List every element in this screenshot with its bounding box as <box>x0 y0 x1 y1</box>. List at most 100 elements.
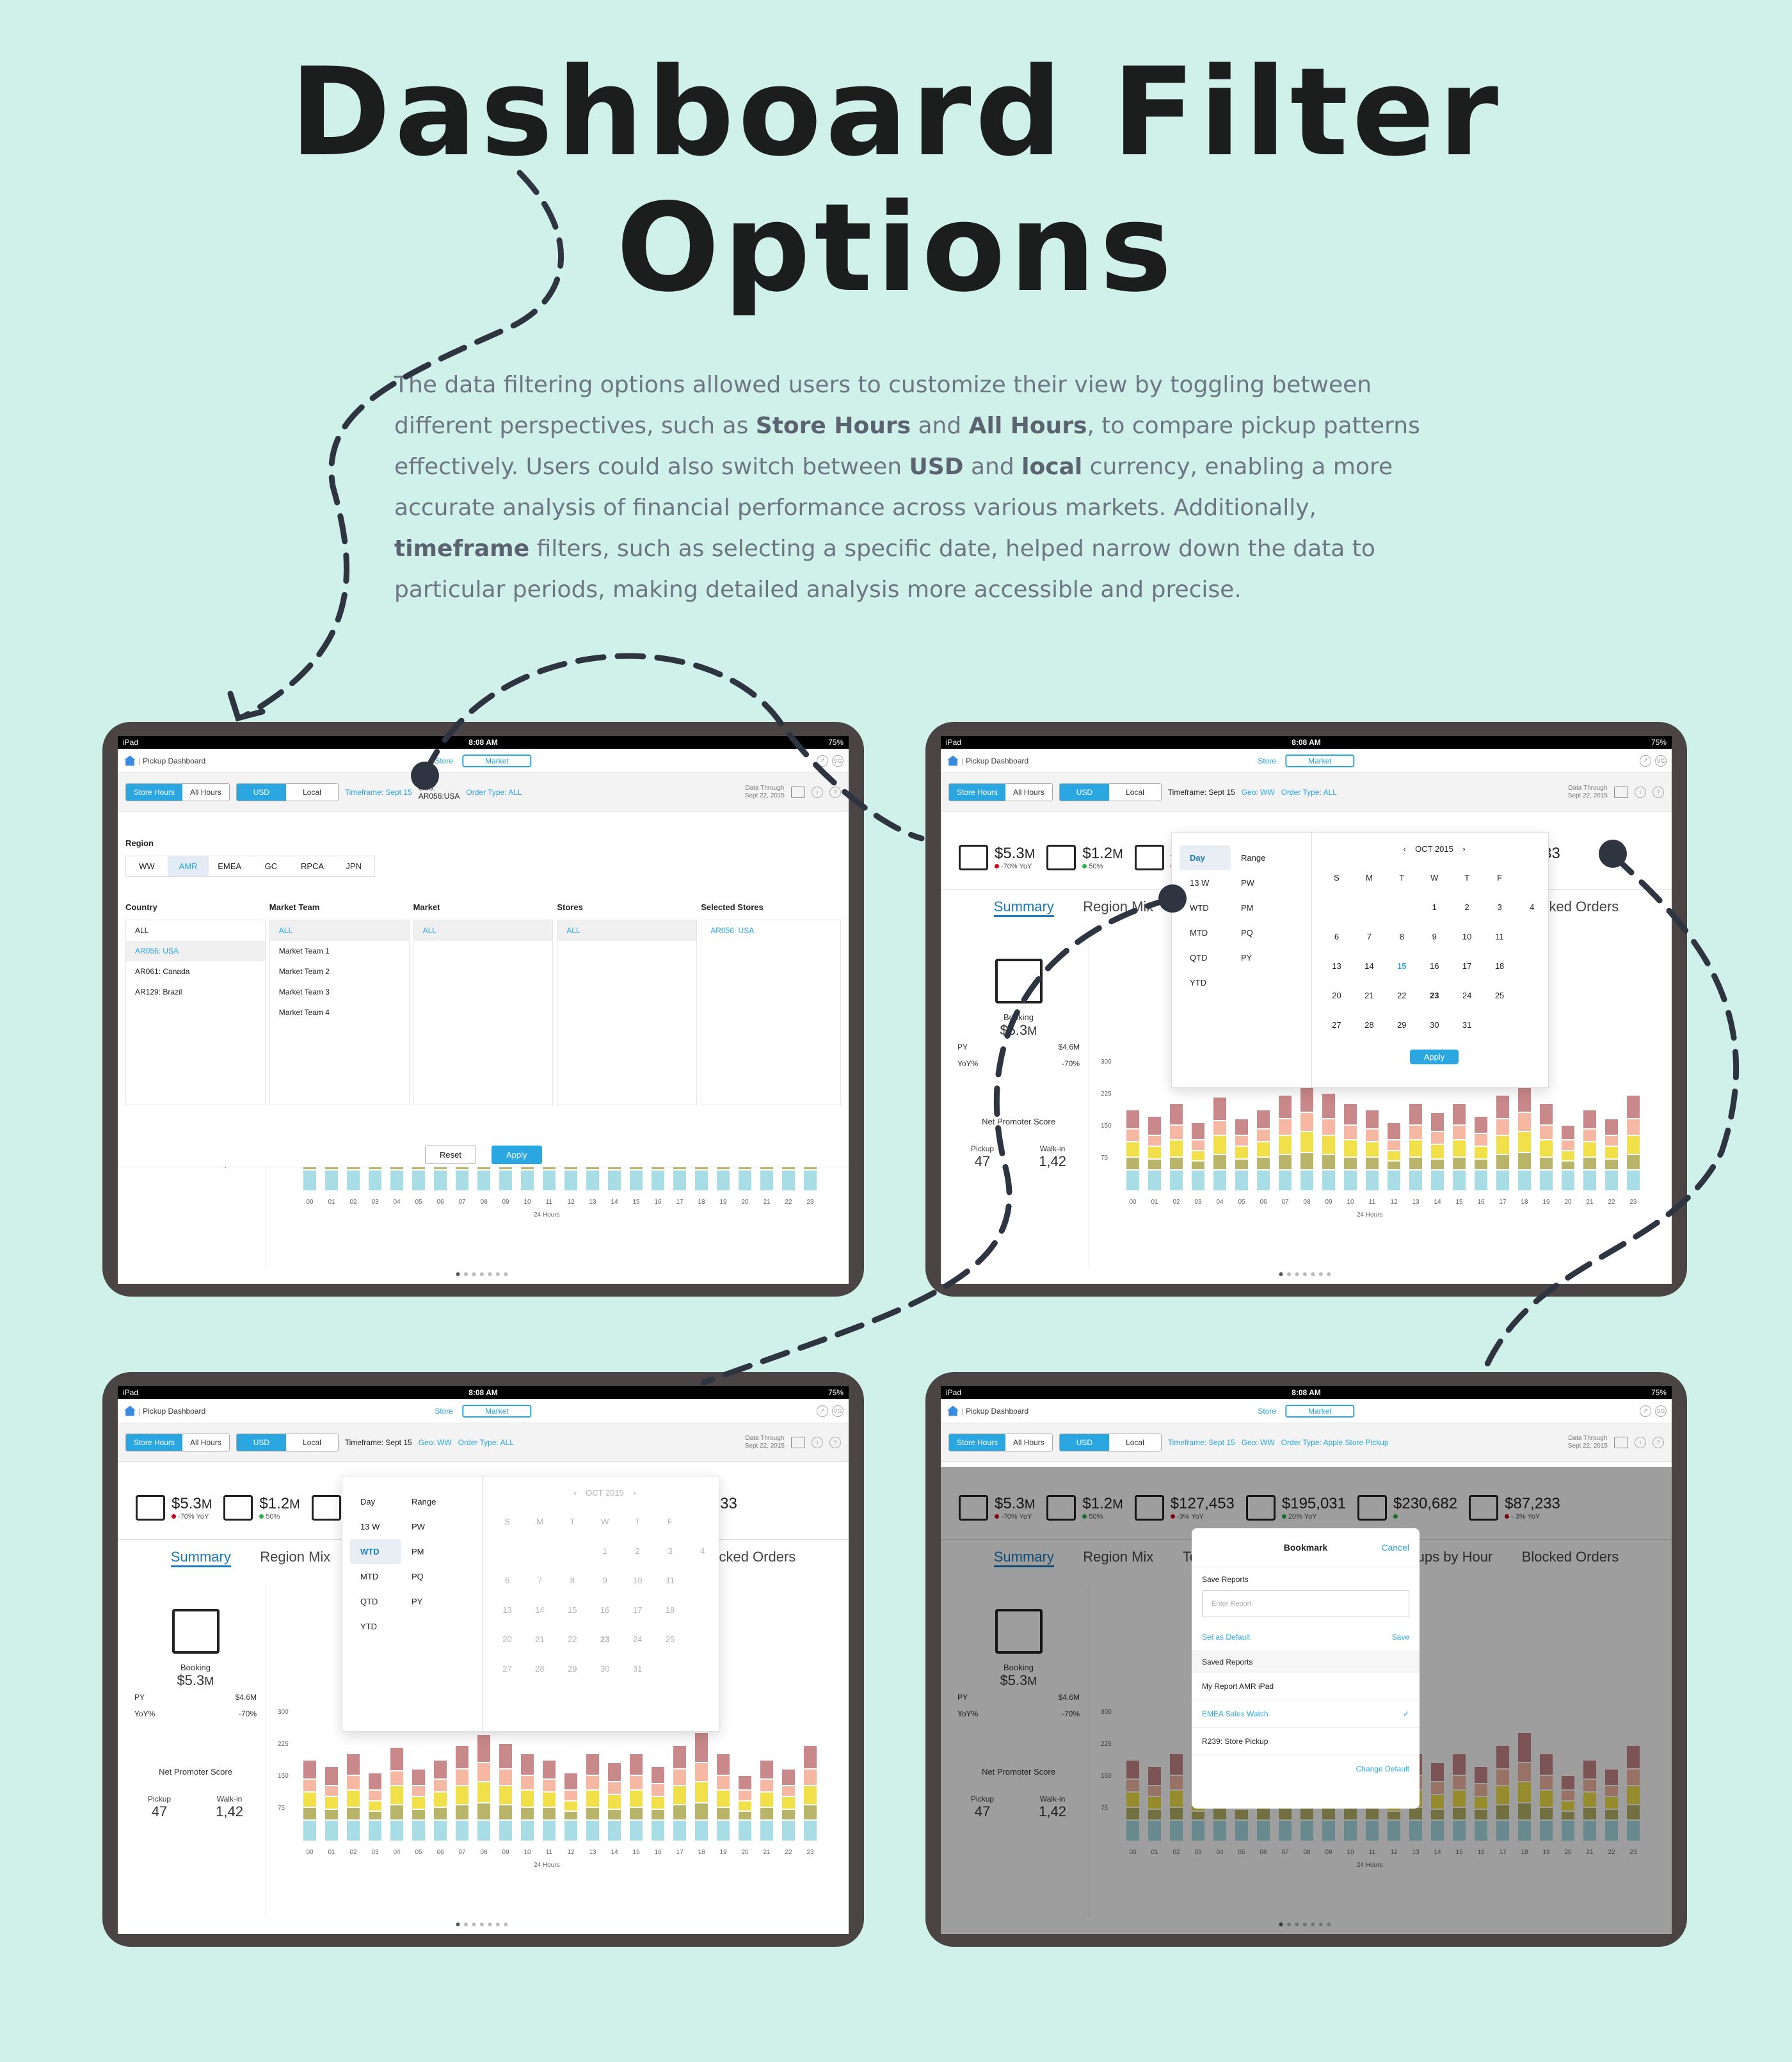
local-button[interactable]: Local <box>286 1434 338 1451</box>
calendar-day[interactable]: 14 <box>1364 961 1374 971</box>
calendar-day[interactable]: 7 <box>1366 931 1372 941</box>
bar-segment[interactable] <box>1627 1786 1640 1805</box>
bar-segment[interactable] <box>586 1775 599 1789</box>
region-option[interactable]: JPN <box>346 861 362 871</box>
bar-segment[interactable] <box>325 1810 338 1819</box>
bar-segment[interactable] <box>782 1797 795 1809</box>
bar-segment[interactable] <box>1257 1820 1270 1841</box>
bar-segment[interactable] <box>1279 1170 1292 1190</box>
bar-segment[interactable] <box>564 1812 577 1819</box>
bar-segment[interactable] <box>543 1761 556 1779</box>
timeframe-option[interactable]: PW <box>1241 878 1254 888</box>
bar-segment[interactable] <box>804 1769 817 1786</box>
save-button[interactable]: Save <box>1391 1633 1409 1642</box>
bar-segment[interactable] <box>1475 1810 1487 1819</box>
calendar-day[interactable] <box>491 1536 524 1565</box>
calendar-day[interactable]: 6 <box>1334 931 1340 941</box>
bar-segment[interactable] <box>1627 1170 1640 1190</box>
bar-segment[interactable] <box>1627 1746 1640 1768</box>
bar-segment[interactable] <box>586 1807 599 1819</box>
bar-segment[interactable] <box>477 1762 490 1781</box>
calendar-day[interactable]: 1 <box>1432 902 1437 912</box>
bar-segment[interactable] <box>1605 1170 1618 1190</box>
timeframe-option[interactable]: PM <box>1241 903 1254 913</box>
bar-segment[interactable] <box>1366 1130 1379 1142</box>
timeframe-filter[interactable]: Timeframe: Sept 15 <box>344 1437 412 1447</box>
all-hours-button[interactable]: All Hours <box>182 1434 229 1451</box>
bar-segment[interactable] <box>1322 1136 1335 1155</box>
bar-segment[interactable] <box>1213 1155 1226 1169</box>
calendar-day[interactable]: 22 <box>568 1634 577 1644</box>
bar-segment[interactable] <box>434 1761 447 1779</box>
bar-segment[interactable] <box>1496 1769 1509 1786</box>
hours-toggle[interactable]: Store Hours All Hours <box>948 1433 1053 1451</box>
bar-segment[interactable] <box>586 1791 599 1807</box>
info-icon[interactable]: i <box>812 786 823 798</box>
page-dots[interactable]: ●●●●●●● <box>1278 1268 1334 1279</box>
bar-segment[interactable] <box>608 1782 621 1794</box>
bar-segment[interactable] <box>1540 1140 1553 1156</box>
bar-segment[interactable] <box>1388 1123 1400 1139</box>
bar-segment[interactable] <box>543 1780 556 1792</box>
bar-segment[interactable] <box>1627 1155 1640 1169</box>
geo-filter[interactable]: Geo: WW <box>418 1437 452 1447</box>
bar-segment[interactable] <box>760 1761 773 1779</box>
bar-segment[interactable] <box>521 1754 534 1775</box>
calendar-day[interactable]: 16 <box>600 1604 610 1615</box>
share-icon[interactable]: ↗ <box>1640 755 1651 767</box>
bar-segment[interactable] <box>1605 1820 1618 1841</box>
calendar-day[interactable]: 20 <box>502 1634 512 1644</box>
bar-segment[interactable] <box>739 1775 751 1789</box>
bar-segment[interactable] <box>1322 1155 1335 1169</box>
segment-store[interactable]: Store <box>435 1406 453 1416</box>
store-market-toggle[interactable]: Store Market <box>1258 754 1355 767</box>
list-item[interactable]: ALL <box>557 920 697 941</box>
bar-segment[interactable] <box>1605 1147 1618 1158</box>
bar-segment[interactable] <box>1235 1160 1248 1169</box>
geo-filter[interactable]: Geo: WW <box>1241 787 1275 797</box>
bar-segment[interactable] <box>1322 1119 1335 1135</box>
bar-segment[interactable] <box>1518 1153 1531 1169</box>
bar-segment[interactable] <box>1475 1134 1487 1146</box>
bar-segment[interactable] <box>1583 1793 1596 1807</box>
home-icon[interactable] <box>947 755 959 766</box>
bar-segment[interactable] <box>434 1807 447 1819</box>
calendar-day[interactable]: 31 <box>1462 1019 1472 1030</box>
bar-segment[interactable] <box>477 1820 490 1841</box>
bar-segment[interactable] <box>543 1793 556 1807</box>
bar-segment[interactable] <box>1148 1147 1161 1158</box>
bar-segment[interactable] <box>1213 1820 1226 1841</box>
bar-segment[interactable] <box>1583 1142 1596 1156</box>
saved-report-item[interactable]: My Report AMR iPad <box>1192 1673 1420 1700</box>
bar-segment[interactable] <box>1583 1170 1596 1190</box>
bar-segment[interactable] <box>1540 1791 1553 1807</box>
kpi-card[interactable]: $5.3M-70% YoY <box>959 844 1035 870</box>
timeframe-option[interactable]: MTD <box>360 1572 379 1581</box>
timeframe-option[interactable]: YTD <box>360 1622 377 1631</box>
bar-segment[interactable] <box>1279 1119 1292 1135</box>
calendar-day[interactable]: 25 <box>665 1634 675 1644</box>
bar-segment[interactable] <box>499 1786 512 1805</box>
calendar-day[interactable]: 27 <box>1332 1019 1341 1030</box>
currency-toggle[interactable]: USD Local <box>1059 1433 1162 1451</box>
bar-segment[interactable] <box>1213 1121 1226 1135</box>
bar-segment[interactable] <box>1518 1803 1531 1819</box>
bar-segment[interactable] <box>1213 1136 1226 1155</box>
bar-segment[interactable] <box>695 1733 708 1762</box>
segment-market[interactable]: Market <box>1285 1404 1355 1418</box>
bar-segment[interactable] <box>1453 1157 1466 1169</box>
bar-segment[interactable] <box>347 1791 360 1807</box>
order-type-filter[interactable]: Order Type: ALL <box>458 1437 514 1447</box>
bar-segment[interactable] <box>390 1805 403 1819</box>
bar-segment[interactable] <box>412 1797 425 1809</box>
bar-segment[interactable] <box>1518 1170 1531 1190</box>
region-selector[interactable]: WW AMR EMEA GC RPCA JPN <box>125 856 375 877</box>
page-dots[interactable]: ●●●●●●● <box>455 1919 511 1929</box>
bar-segment[interactable] <box>1627 1805 1640 1819</box>
bar-segment[interactable] <box>1257 1170 1270 1190</box>
page-dots[interactable]: ●●●●●●● <box>455 1268 511 1279</box>
bar-segment[interactable] <box>1431 1131 1444 1144</box>
bar-segment[interactable] <box>630 1170 643 1190</box>
bar-segment[interactable] <box>1366 1157 1379 1169</box>
